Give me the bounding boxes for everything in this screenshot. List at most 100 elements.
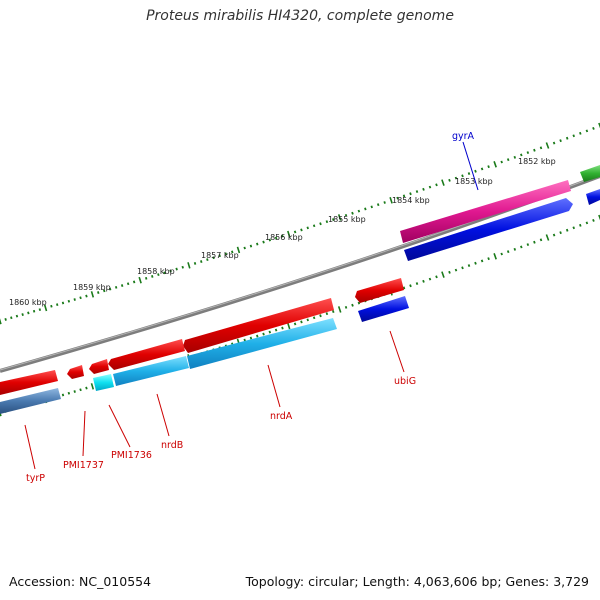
outer-scale-tick (579, 131, 582, 135)
outer-scale-tick (212, 256, 215, 260)
gene-tyrp[interactable] (0, 370, 58, 395)
outer-scale-tick (396, 196, 399, 200)
outer-scale-tick (206, 258, 209, 262)
inner-scale-tick (319, 314, 322, 318)
gene-gyra[interactable] (400, 180, 571, 243)
outer-scale-tick (513, 155, 517, 159)
outer-scale-tick (0, 318, 2, 325)
outer-scale-tick (376, 203, 380, 207)
inner-scale-tick (520, 245, 523, 249)
gene-green-forward[interactable] (580, 165, 600, 182)
gene-nrdb[interactable] (108, 339, 185, 370)
outer-scale-tick (120, 284, 124, 287)
scale-label-1853: 1853 kbp (455, 177, 493, 186)
map-title: Proteus mirabilis HI4320, complete genom… (146, 8, 454, 24)
outer-scale-tick (79, 296, 82, 300)
inner-scale-tick (467, 264, 471, 267)
inner-scale-tick (312, 316, 316, 320)
gene-nrdb-partner[interactable] (113, 356, 189, 386)
outer-scale-tick (539, 146, 543, 150)
inner-scale-tick (268, 330, 272, 334)
gene-pmi1737[interactable] (67, 365, 84, 379)
inner-scale-tick (325, 312, 329, 316)
outer-scale-tick (559, 139, 562, 143)
inner-scale-tick (428, 277, 432, 281)
outer-tick-scale (0, 122, 600, 325)
gene-blue-right[interactable] (586, 189, 600, 205)
outer-scale-tick (325, 220, 329, 224)
outer-scale-tick (163, 271, 166, 275)
outer-scale-tick (474, 169, 477, 173)
inner-scale-tick (402, 286, 406, 290)
outer-scale-tick (21, 313, 24, 316)
outer-scale-tick (43, 304, 48, 312)
outer-scale-tick (256, 242, 259, 246)
inner-scale-tick (552, 233, 556, 237)
outer-scale-tick (27, 311, 30, 315)
inner-scale-tick (61, 393, 65, 397)
gene-tyrp-partner[interactable] (0, 388, 61, 414)
outer-scale-tick (545, 142, 550, 149)
label-ubig[interactable]: ubiG (394, 376, 416, 387)
genome-summary-text: Topology: circular; Length: 4,063,606 bp… (245, 574, 589, 589)
gene-pmi1736-partner[interactable] (93, 374, 114, 391)
inner-scale-tick (500, 252, 503, 256)
outer-scale-tick (181, 265, 184, 269)
inner-scale-tick (243, 338, 246, 342)
inner-scale-tick (579, 223, 582, 227)
outer-scale-tick (565, 136, 569, 140)
gene-nrda-partner[interactable] (187, 318, 337, 369)
outer-scale-tick (383, 201, 386, 204)
scale-label-1852: 1852 kbp (518, 157, 556, 166)
inner-scale-tick (572, 226, 576, 230)
leader-tyrp (24, 424, 36, 470)
outer-scale-tick (200, 260, 203, 263)
outer-scale-tick (487, 165, 490, 169)
gene-nrda[interactable] (183, 298, 334, 353)
outer-scale-tick (454, 176, 458, 180)
outer-scale-tick (598, 122, 600, 129)
outer-scale-tick (157, 273, 160, 277)
outer-scale-tick (389, 197, 393, 204)
inner-scale-tick (506, 250, 510, 254)
inner-scale-tick (409, 284, 412, 288)
outer-scale-tick (281, 234, 284, 238)
label-pmi1736[interactable]: PMI1736 (111, 450, 152, 461)
inner-scale-tick (415, 282, 419, 285)
label-nrda[interactable]: nrdA (270, 411, 293, 422)
inner-scale-tick (539, 238, 543, 242)
outer-scale-tick (114, 285, 118, 289)
inner-scale-tick (332, 310, 335, 313)
inner-scale-tick (533, 240, 536, 244)
outer-scale-tick (236, 246, 241, 254)
gene-labels: gyrA ubiG nrdA nrdB PMI1736 PMI1737 tyrP (26, 131, 475, 484)
reverse-strand-genes (0, 189, 600, 414)
outer-scale-tick (15, 314, 19, 318)
outer-scale-tick (175, 267, 178, 271)
label-tyrp[interactable]: tyrP (26, 473, 45, 484)
gene-gyra-partner[interactable] (404, 198, 573, 261)
inner-scale-tick (67, 391, 71, 395)
inner-scale-tick (256, 334, 259, 338)
outer-scale-tick (224, 252, 228, 256)
label-leaders (24, 141, 479, 470)
inner-scale-tick (0, 410, 2, 417)
leader-nrda (267, 364, 281, 408)
outer-scale-tick (262, 240, 265, 244)
label-pmi1737[interactable]: PMI1737 (63, 460, 104, 471)
outer-scale-tick (169, 269, 172, 273)
inner-scale-tick (262, 332, 265, 336)
scale-label-1860: 1860 kbp (9, 298, 47, 307)
outer-scale-tick (274, 236, 278, 240)
label-nrdb[interactable]: nrdB (161, 440, 183, 451)
gene-ubig[interactable] (355, 278, 404, 303)
outer-scale-tick (145, 276, 148, 280)
outer-scale-tick (319, 222, 322, 226)
inner-scale-tick (526, 243, 530, 247)
label-gyra[interactable]: gyrA (452, 131, 475, 142)
gene-pmi1736[interactable] (89, 359, 109, 374)
gene-ubig-partner[interactable] (358, 296, 409, 322)
outer-scale-tick (370, 205, 373, 209)
inner-scale-tick (592, 218, 595, 222)
scale-label-1856: 1856 kbp (265, 233, 303, 242)
